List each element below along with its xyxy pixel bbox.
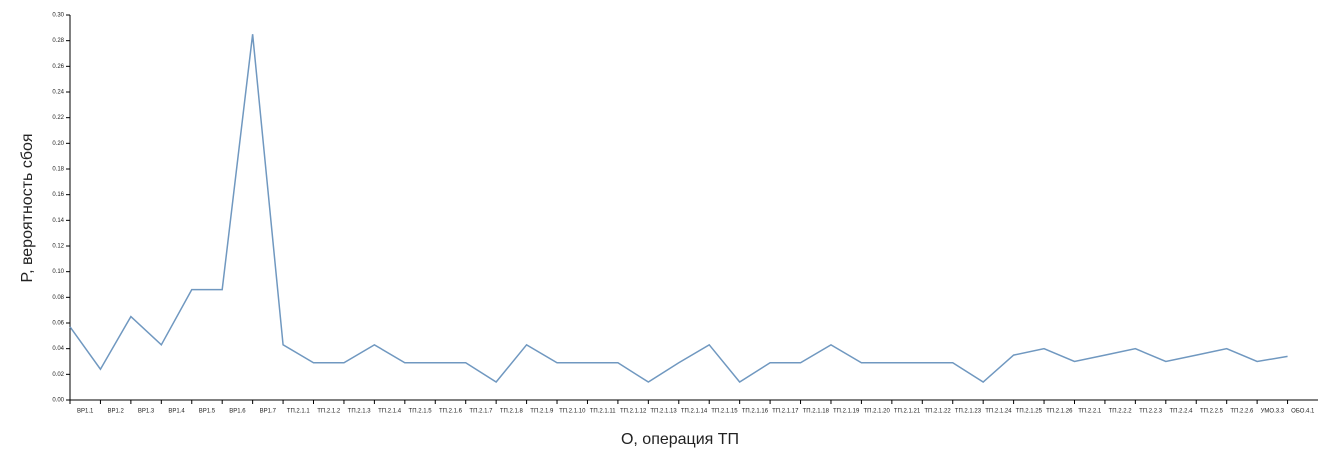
y-tick-label: 0.22 xyxy=(52,115,64,121)
y-tick-label: 0.10 xyxy=(52,269,64,275)
y-tick-label: 0.06 xyxy=(52,321,64,327)
y-tick-label: 0.16 xyxy=(52,192,64,198)
x-tick-label: ТП.2.1.15 xyxy=(711,409,738,415)
x-tick-label: ТП.2.1.5 xyxy=(409,409,433,415)
x-tick-label: ТП.2.1.10 xyxy=(559,409,586,415)
x-tick-label: ВР1.3 xyxy=(138,409,155,415)
x-tick-label: ТП.2.1.21 xyxy=(894,409,921,415)
x-tick-label: ТП.2.2.6 xyxy=(1230,409,1254,415)
x-tick-label: ТП.2.1.2 xyxy=(317,409,341,415)
x-tick-label: ТП.2.1.22 xyxy=(924,409,951,415)
x-tick-label: ТП.2.1.12 xyxy=(620,409,647,415)
x-tick-label: ВР1.4 xyxy=(168,409,185,415)
x-tick-label: ТП.2.1.18 xyxy=(803,409,830,415)
x-tick-label: ТП.2.2.3 xyxy=(1139,409,1163,415)
x-tick-label: ТП.2.1.8 xyxy=(500,409,524,415)
y-tick-label: 0.20 xyxy=(52,141,64,147)
y-tick-label: 0.14 xyxy=(52,218,64,224)
x-tick-label: ВР1.1 xyxy=(77,409,94,415)
y-tick-label: 0.08 xyxy=(52,295,64,301)
x-tick-label: ТП.2.1.13 xyxy=(650,409,677,415)
y-tick-label: 0.28 xyxy=(52,38,64,44)
x-tick-label: ТП.2.1.24 xyxy=(985,409,1012,415)
x-tick-label: ВР1.2 xyxy=(107,409,124,415)
x-tick-label: ТП.2.1.14 xyxy=(681,409,708,415)
x-tick-label: ТП.2.1.1 xyxy=(287,409,311,415)
y-axis-label: P, вероятность сбоя xyxy=(19,133,36,282)
x-tick-label: ВР1.6 xyxy=(229,409,246,415)
x-tick-label: ОБО.4.1 xyxy=(1291,409,1315,415)
x-tick-label: ТП.2.1.17 xyxy=(772,409,799,415)
x-tick-label: ТП.2.1.19 xyxy=(833,409,860,415)
data-line xyxy=(69,34,1288,384)
x-tick-label: ТП.2.1.3 xyxy=(348,409,372,415)
x-tick-label: ВР1.7 xyxy=(260,409,277,415)
x-tick-label: ТП.2.1.6 xyxy=(439,409,463,415)
x-tick-label: УМО.3.3 xyxy=(1261,409,1285,415)
y-tick-label: 0.24 xyxy=(52,90,64,96)
y-tick-label: 0.00 xyxy=(52,398,64,404)
y-tick-label: 0.04 xyxy=(52,346,64,352)
x-tick-label: ТП.2.1.26 xyxy=(1046,409,1073,415)
x-tick-label: ТП.2.1.20 xyxy=(863,409,890,415)
x-tick-label: ТП.2.2.5 xyxy=(1200,409,1224,415)
x-tick-label: ТП.2.1.25 xyxy=(1016,409,1043,415)
y-tick-label: 0.12 xyxy=(52,244,64,250)
x-axis-label: O, операция ТП xyxy=(621,431,739,448)
x-tick-label: ТП.2.1.11 xyxy=(590,409,617,415)
x-tick-label: ВР1.5 xyxy=(199,409,216,415)
y-tick-label: 0.02 xyxy=(52,372,64,378)
x-tick-label: ТП.2.1.9 xyxy=(530,409,554,415)
y-tick-label: 0.30 xyxy=(52,13,64,19)
x-tick-label: ТП.2.1.4 xyxy=(378,409,402,415)
x-tick-label: ТП.2.1.7 xyxy=(469,409,493,415)
x-tick-label: ТП.2.2.1 xyxy=(1078,409,1102,415)
x-tick-label: ТП.2.1.23 xyxy=(955,409,982,415)
y-tick-label: 0.26 xyxy=(52,64,64,70)
y-tick-label: 0.18 xyxy=(52,167,64,173)
x-tick-label: ТП.2.1.16 xyxy=(742,409,769,415)
x-tick-label: ТП.2.2.2 xyxy=(1109,409,1133,415)
x-tick-label: ТП.2.2.4 xyxy=(1170,409,1194,415)
